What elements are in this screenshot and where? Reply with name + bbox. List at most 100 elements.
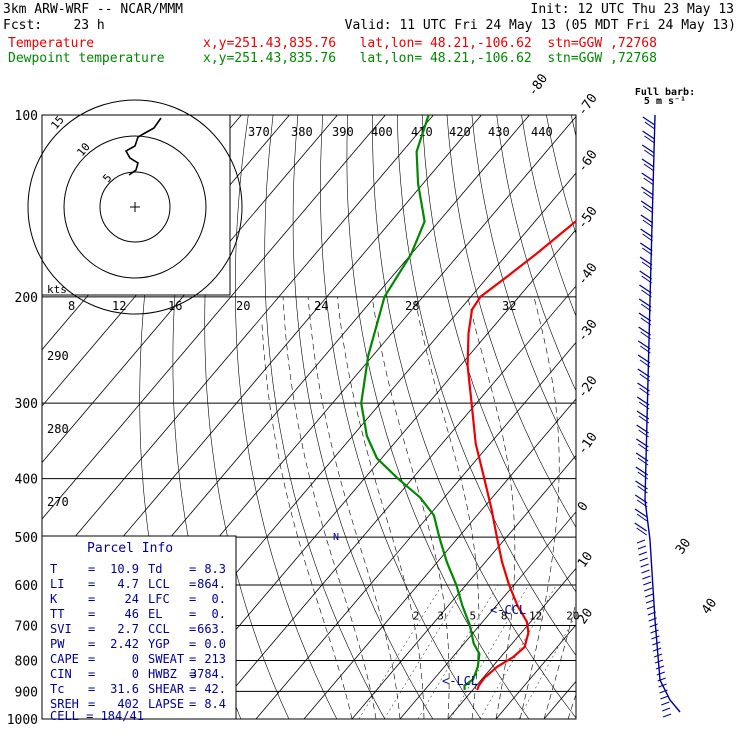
dry-adiabat — [320, 115, 482, 719]
parcel-value: 864. — [197, 577, 226, 591]
dry-adiabat — [720, 115, 740, 719]
parcel-label: LAPSE — [148, 697, 184, 711]
moist-adiabat — [519, 296, 560, 719]
wind-barb — [641, 158, 655, 168]
isotherm-label: 20 — [575, 606, 596, 627]
parcel-value: 42. — [204, 682, 226, 696]
wind-barb — [640, 228, 653, 238]
wind-barb — [654, 659, 664, 664]
hodograph-trace — [124, 117, 162, 176]
parcel-eq: = — [189, 667, 196, 681]
wind-barb — [636, 396, 650, 406]
temperature-location: x,y=251.43,835.76 lat,lon= 48.21,-106.62… — [203, 36, 657, 51]
mixing-ratio-label: 20 — [566, 609, 579, 622]
moist-adiabat — [282, 296, 377, 719]
parcel-eq: = — [88, 667, 95, 681]
parcel-label: LFC — [148, 592, 170, 606]
isotherm-line — [351, 454, 576, 719]
hodograph-speed-label: 24 — [314, 299, 328, 313]
isotherm-line — [495, 624, 576, 719]
parcel-eq: = — [189, 682, 196, 696]
moist-adiabat — [337, 296, 425, 719]
parcel-value: 0. — [212, 607, 226, 621]
dry-adiabat — [346, 115, 530, 719]
hodograph-speed-label: 28 — [405, 299, 419, 313]
lcl-marker-label: <-LCL — [442, 674, 478, 688]
wind-barb — [652, 641, 661, 646]
isotherm-label: -50 — [575, 204, 601, 232]
parcel-value: 213 — [204, 652, 226, 666]
parcel-label: CIN — [50, 667, 72, 681]
pressure-tick-label: 500 — [15, 531, 38, 546]
theta-label: 420 — [449, 125, 471, 139]
barb-key: Full barb: 5 m s⁻¹ — [635, 87, 695, 107]
dry-adiabat — [292, 115, 434, 719]
parcel-eq: = — [88, 637, 95, 651]
dry-adiabat — [264, 115, 386, 719]
isotherm-line — [303, 398, 576, 719]
parcel-eq: = — [88, 592, 95, 606]
parcel-info-title: Parcel Info — [87, 541, 173, 556]
wind-barb — [655, 665, 665, 670]
wind-barb — [641, 569, 650, 574]
wind-barb — [635, 466, 649, 476]
valid-time: Valid: 11 UTC Fri 24 May 13 (05 MDT Fri … — [344, 18, 736, 33]
wind-barb — [645, 599, 655, 604]
parcel-cell: CELL = 184/41 — [50, 709, 144, 723]
dry-adiabat — [446, 115, 576, 528]
wind-barbs — [634, 114, 681, 718]
parcel-label: SHEAR — [148, 682, 185, 696]
isotherm-line — [399, 511, 576, 719]
isotherm-label: 40 — [699, 596, 720, 617]
wind-barb — [636, 438, 649, 448]
mixing-ratio-label: 8 — [501, 609, 508, 622]
parcel-value: 2.42 — [110, 637, 139, 651]
isotherm-line — [255, 341, 576, 719]
dewpoint-profile — [360, 115, 481, 690]
wind-barb — [648, 617, 657, 622]
wind-barb — [651, 635, 660, 640]
dry-adiabat — [596, 115, 740, 719]
wind-barb — [644, 587, 653, 592]
dry-adiabat — [372, 115, 576, 719]
parcel-value: 0. — [212, 592, 226, 606]
parcel-eq: = — [88, 607, 95, 621]
parcel-label: TT — [50, 607, 64, 621]
wind-barb — [640, 563, 649, 568]
parcel-value: 663. — [197, 622, 226, 636]
mixing-ratio-line — [383, 584, 467, 719]
parcel-value: 4.7 — [117, 577, 139, 591]
model-title: 3km ARW-WRF -- NCAR/MMM — [3, 2, 184, 17]
wind-barb — [637, 368, 651, 378]
hodograph-speed-label: 12 — [112, 299, 126, 313]
parcel-label: Tc — [50, 682, 64, 696]
theta-label: 370 — [248, 125, 270, 139]
parcel-label: YGP — [148, 637, 170, 651]
wind-barb — [646, 605, 656, 610]
wind-barb — [644, 593, 654, 598]
theta-label: 390 — [332, 125, 354, 139]
parcel-value: 0 — [132, 652, 139, 666]
dry-adiabat — [235, 115, 338, 719]
wind-barb — [653, 647, 662, 652]
isotherm-line — [207, 285, 576, 719]
wind-barb — [634, 522, 648, 532]
parcel-value: 402 — [117, 697, 139, 711]
wind-barb — [649, 623, 658, 628]
wind-barb — [639, 242, 653, 252]
wind-barb — [650, 629, 659, 634]
parcel-eq: = — [88, 577, 95, 591]
parcel-value: 8.3 — [204, 562, 226, 576]
wind-barb — [653, 653, 663, 658]
pressure-tick-label: 200 — [15, 291, 38, 306]
wind-barb — [642, 575, 651, 580]
theta-label: 380 — [291, 125, 313, 139]
wind-barb — [660, 695, 669, 700]
isotherm-label: 30 — [673, 536, 694, 557]
isotherm-label: 10 — [575, 549, 596, 570]
wind-barb — [637, 382, 650, 392]
mixing-ratio-label: 3 — [437, 609, 444, 622]
theta-label: 400 — [371, 125, 393, 139]
parcel-eq: = — [88, 682, 95, 696]
parcel-eq: = — [189, 577, 196, 591]
